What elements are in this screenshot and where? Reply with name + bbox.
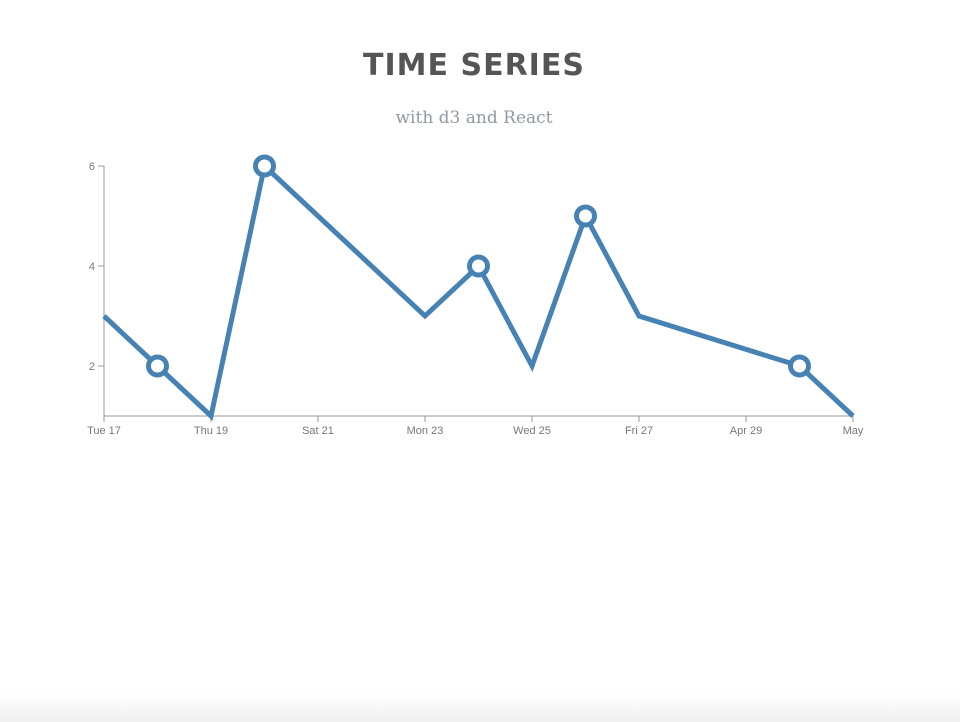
- x-tick-label: Thu 19: [194, 425, 228, 437]
- page-subtitle: with d3 and React: [395, 108, 553, 128]
- x-tick-label: Mon 23: [407, 425, 444, 437]
- data-point-marker[interactable]: [467, 254, 490, 278]
- data-point-marker[interactable]: [788, 354, 811, 378]
- y-tick-label: 4: [89, 261, 95, 273]
- y-tick-label: 6: [89, 161, 95, 173]
- y-tick-label: 2: [89, 361, 95, 373]
- page-title: TIME SERIES: [363, 48, 585, 83]
- series-line: [102, 161, 855, 421]
- data-point-marker[interactable]: [574, 204, 597, 228]
- x-tick-label: Apr 29: [730, 425, 762, 437]
- x-tick-label: Wed 25: [513, 425, 551, 437]
- x-tick-label: Tue 17: [87, 425, 121, 437]
- y-axis: 2 4 6: [89, 161, 105, 416]
- x-tick-label: May: [843, 425, 864, 437]
- plot-area: [102, 154, 855, 421]
- data-point-marker[interactable]: [146, 354, 169, 378]
- x-tick-label: Fri 27: [625, 425, 653, 437]
- data-point-marker[interactable]: [253, 154, 276, 178]
- x-axis: Tue 17 Thu 19 Sat 21 Mon 23 Wed 25 Fri 27 Apr …: [87, 415, 864, 437]
- bottom-fade: [0, 692, 960, 722]
- x-tick-label: Sat 21: [302, 425, 334, 437]
